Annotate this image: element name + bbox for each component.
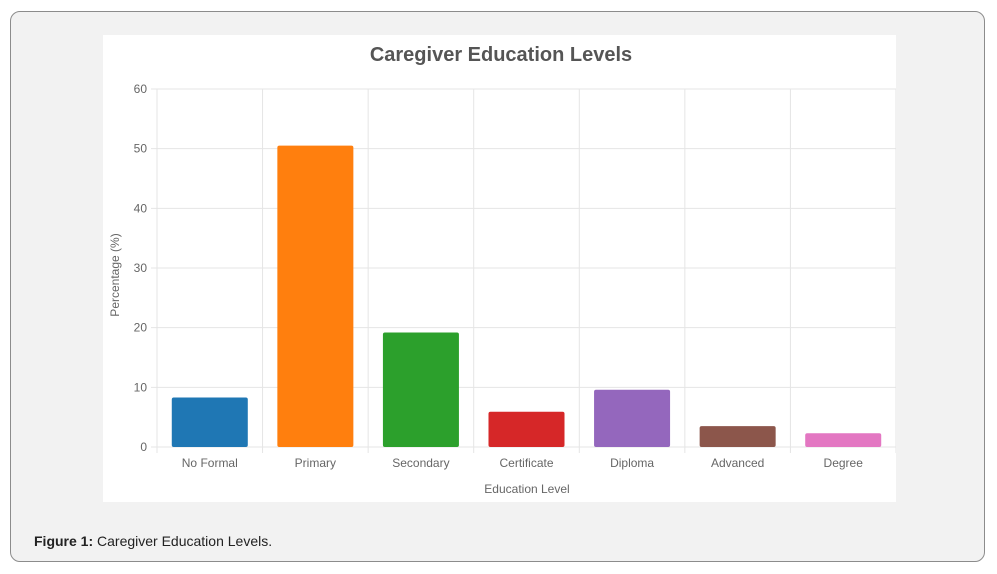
x-tick-label: Diploma [610,456,654,470]
x-tick-label: No Formal [182,456,238,470]
x-tick-label: Degree [824,456,864,470]
y-axis-label: Percentage (%) [108,233,122,316]
y-tick-label: 10 [134,380,148,394]
bar-primary[interactable] [277,145,354,447]
y-tick-label: 0 [140,440,147,454]
bar-no-formal[interactable] [171,397,248,447]
tick-labels: 0 10 20 30 40 50 60 No Formal Primary Secondary Ce… [134,82,864,470]
figure-frame: Caregiver Education Levels 0 10 20 30 40 50 60… [10,11,985,562]
bar-chart: Caregiver Education Levels 0 10 20 30 40 50 60… [108,44,896,496]
y-tick-label: 20 [134,321,148,335]
x-axis-label: Education Level [484,482,569,496]
caption-label: Figure 1: [34,533,94,549]
bar-advanced[interactable] [699,426,776,447]
y-tick-label: 50 [134,142,148,156]
x-tick-label: Advanced [711,456,764,470]
x-tick-label: Certificate [499,456,553,470]
y-tick-label: 40 [134,201,148,215]
caption-text: Caregiver Education Levels. [93,533,273,549]
y-tick-label: 30 [134,261,148,275]
y-tick-label: 60 [134,82,148,96]
bar-certificate[interactable] [488,411,565,447]
gridlines [151,88,896,453]
chart-title: Caregiver Education Levels [370,44,632,66]
bar-degree[interactable] [805,433,882,447]
x-tick-label: Secondary [392,456,449,470]
bar-diploma[interactable] [594,389,671,447]
chart-panel: Caregiver Education Levels 0 10 20 30 40 50 60… [103,35,896,502]
x-tick-label: Primary [295,456,336,470]
figure-caption: Figure 1: Caregiver Education Levels. [34,533,272,549]
bar-secondary[interactable] [382,332,459,447]
bars [171,145,882,447]
